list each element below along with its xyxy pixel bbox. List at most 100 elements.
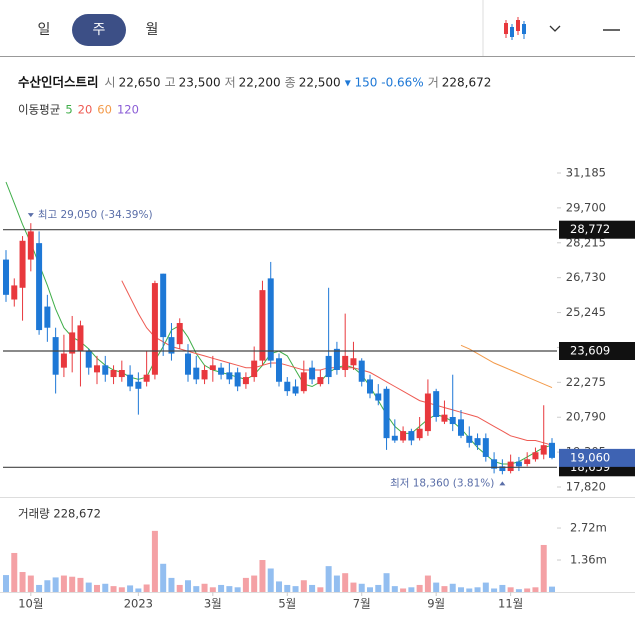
candle-body — [491, 459, 498, 469]
candle-body — [441, 414, 448, 422]
high-annotation: 최고 29,050 (-34.39%) — [38, 209, 153, 221]
volume-bar — [491, 588, 498, 592]
candle-body — [358, 360, 365, 382]
tab[interactable]: 일 — [38, 22, 51, 38]
dropdown-chevron[interactable] — [549, 25, 561, 32]
volume-bar — [317, 587, 324, 592]
candle-body — [309, 367, 316, 380]
current-price-label: 19,060 — [570, 450, 610, 464]
candle-body — [267, 278, 274, 361]
candle-body — [300, 372, 307, 392]
volume-bar — [27, 575, 34, 592]
tab[interactable]: 주 — [93, 22, 106, 38]
volume-bar — [458, 587, 464, 592]
candle-body — [44, 306, 51, 328]
candle-body — [259, 290, 266, 361]
candle-body — [94, 365, 100, 373]
low-annotation: 최저 18,360 (3.81%) — [390, 477, 494, 489]
candle-body — [242, 377, 249, 385]
volume-bar — [276, 581, 282, 592]
candle-body — [118, 370, 125, 378]
candle-body — [27, 231, 34, 260]
volume-bar — [176, 584, 183, 592]
candle-body — [549, 442, 555, 458]
legend-entry: 5 — [65, 103, 72, 117]
volume-bar — [507, 587, 514, 592]
chart-type-icon[interactable] — [504, 17, 526, 40]
volume-bar — [433, 582, 440, 592]
volume-bar — [466, 588, 473, 592]
quote-key: 저 — [225, 76, 236, 90]
volume-bar — [242, 577, 249, 592]
volume-bar — [110, 586, 117, 592]
x-tick-label: 5월 — [278, 597, 296, 611]
candle-body — [218, 367, 225, 375]
x-tick-label: 3월 — [204, 597, 222, 611]
candle-body — [342, 355, 349, 371]
candle-body — [466, 435, 473, 443]
volume-bar — [226, 586, 233, 592]
x-tick-label: 2023 — [124, 597, 153, 611]
candle-body — [209, 365, 216, 371]
tab[interactable]: 월 — [146, 22, 159, 38]
volume-bar — [482, 582, 489, 592]
volume-bar — [201, 583, 208, 592]
volume-bar — [367, 587, 373, 592]
candle-body — [36, 243, 43, 331]
volume-bar — [325, 566, 332, 592]
quote-header: 수산인더스트리 시 22,650 고 23,500 저 22,200 종 22,500 ▾ 150… — [18, 75, 491, 90]
volume-bar — [383, 573, 390, 592]
y-tick-label: 29,700 — [566, 200, 606, 214]
volume-bar — [102, 583, 109, 592]
candle-body — [433, 391, 440, 417]
candle-body — [515, 461, 522, 467]
candle-body — [400, 431, 407, 441]
x-tick-label: 9월 — [427, 597, 445, 611]
volume-bar — [300, 580, 307, 592]
volume-bar — [416, 584, 423, 592]
candle-body — [234, 372, 241, 387]
volume-bar — [474, 587, 481, 592]
current-price-box — [559, 448, 635, 467]
volume-bar — [251, 575, 258, 592]
candle-body — [350, 358, 357, 366]
legend-entry: 60 — [97, 103, 112, 117]
volume-bar — [449, 583, 456, 592]
volume-bar — [391, 586, 398, 592]
candle-body — [383, 388, 390, 439]
candle-body — [375, 393, 382, 401]
candle-body — [367, 379, 373, 394]
x-tick-label: 11월 — [498, 597, 523, 611]
ma-title: 이동평균 — [18, 103, 60, 117]
volume-bar — [52, 577, 59, 592]
ma-line — [460, 344, 553, 389]
volume-bar — [143, 584, 150, 592]
candle-body — [532, 452, 539, 460]
stock-name: 수산인더스트리 — [18, 75, 99, 90]
x-tick-label: 7월 — [353, 597, 371, 611]
volume-bar — [400, 588, 407, 592]
volume-bar — [284, 584, 291, 592]
volume-bar — [118, 587, 125, 592]
volume-bar — [19, 572, 26, 592]
candle-body — [507, 461, 514, 472]
candle-body — [193, 367, 200, 380]
candle-body — [424, 393, 431, 432]
candle-body — [540, 445, 547, 455]
candle-body — [292, 386, 299, 394]
legend-entry: 20 — [78, 103, 93, 117]
volume-bar — [94, 584, 100, 592]
candle-body — [499, 466, 506, 472]
quote-value: 22,200 — [239, 76, 281, 90]
volume-bar — [151, 530, 158, 592]
volume-tick-label: 1.36m — [570, 553, 607, 567]
y-tick-label: 28,215 — [566, 235, 606, 249]
candle-body — [458, 419, 464, 436]
candle-body — [3, 259, 9, 295]
volume-bar — [441, 586, 448, 592]
volume-bar — [44, 580, 51, 592]
candle-body — [185, 353, 191, 375]
volume-bar — [524, 588, 531, 592]
candle-body — [52, 337, 59, 375]
